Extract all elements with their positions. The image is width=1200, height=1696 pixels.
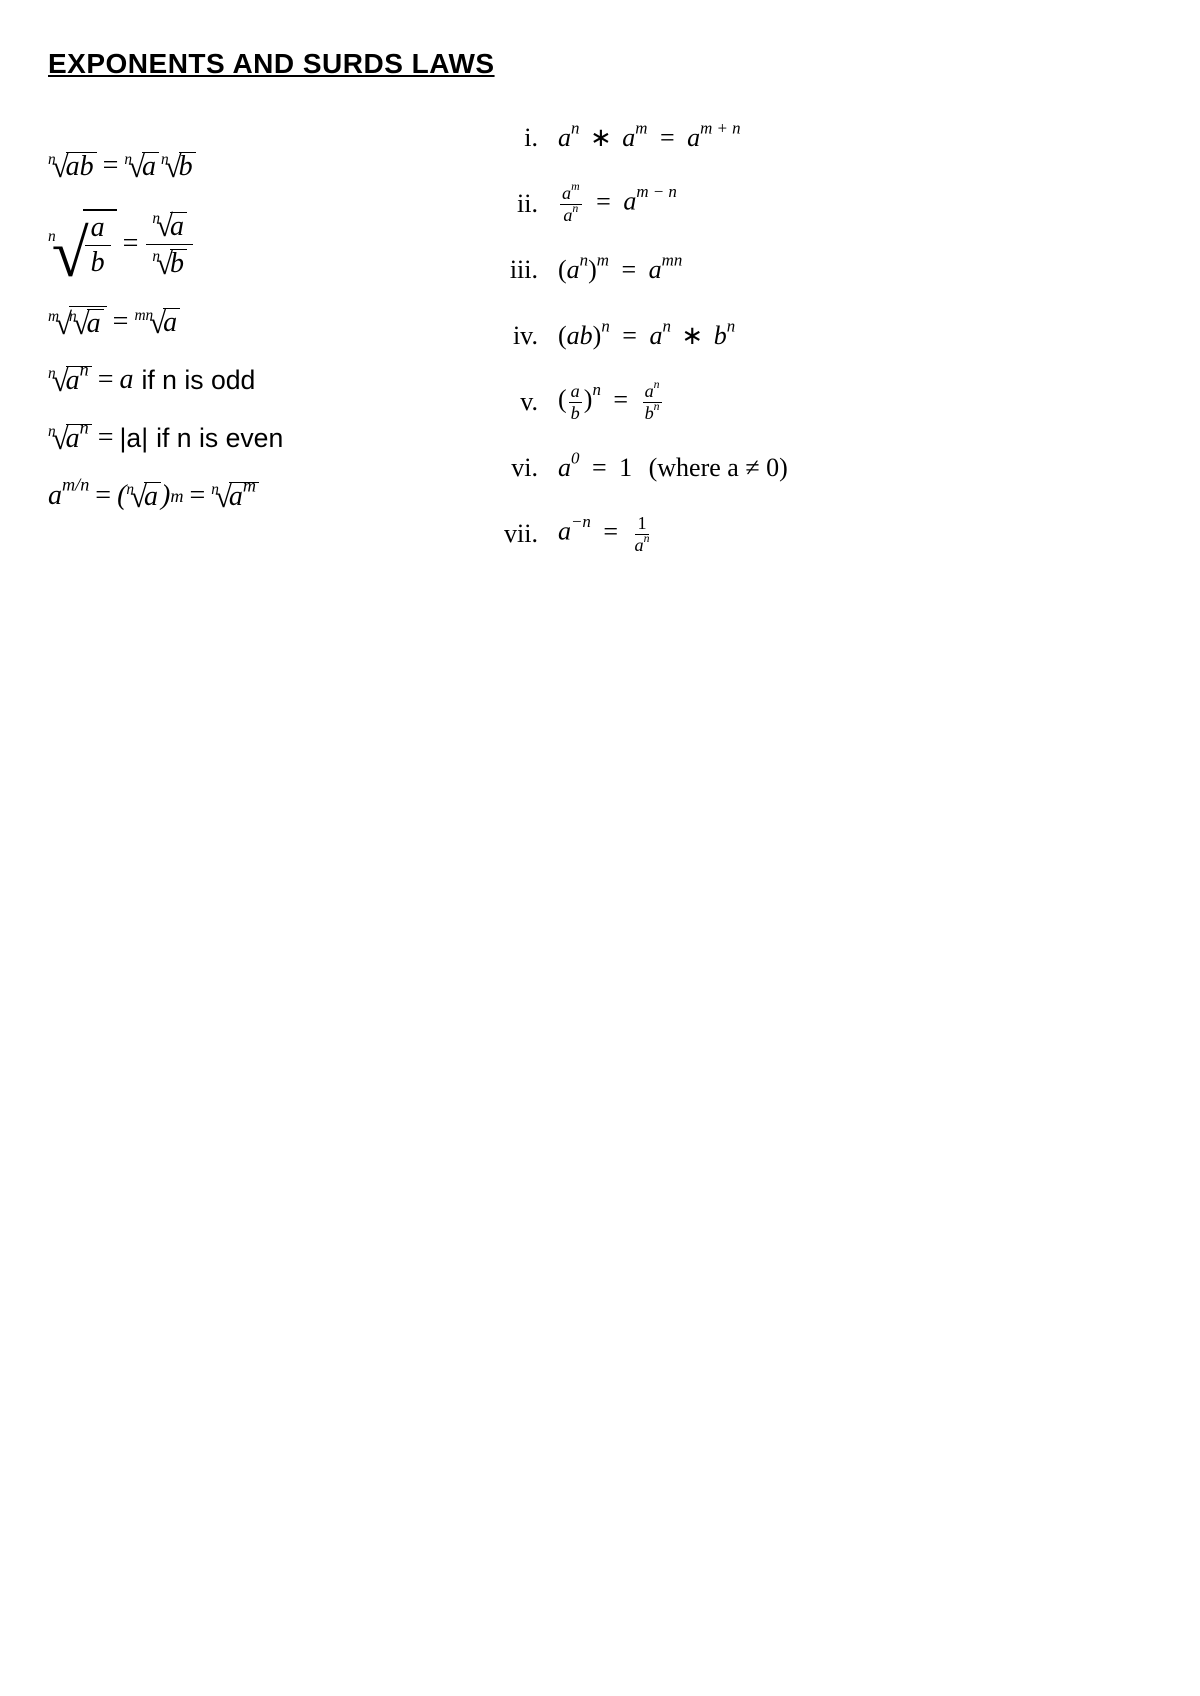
- exp-law-2: ii. am an = am − n: [458, 176, 1152, 232]
- exp-law-7: vii. a−n = 1 an: [458, 506, 1152, 562]
- surd-law-product: n√ab = n√a n√b: [48, 140, 448, 192]
- exp-law-4: iv. (ab)n = an ∗ bn: [458, 308, 1152, 364]
- exponents-column: i. an ∗ am = am + n ii. am an = am − n i…: [458, 110, 1152, 572]
- surd-law-quotient: n√ ab = n√a n√b: [48, 198, 448, 290]
- surd-law-fractional-exponent: am/n = (n√a)m = n√am: [48, 470, 448, 522]
- exp-law-1: i. an ∗ am = am + n: [458, 110, 1152, 166]
- exp-law-5: v. (ab)n = an bn: [458, 374, 1152, 430]
- surds-column: n√ab = n√a n√b n√ ab = n√a n√b m√: [48, 110, 448, 572]
- surd-law-even: n√an = |a| if n is even: [48, 412, 448, 464]
- surd-law-nested: m√ n√a = mn√a: [48, 296, 448, 348]
- formula-columns: n√ab = n√a n√b n√ ab = n√a n√b m√: [48, 110, 1152, 572]
- exp-law-3: iii. (an)m = amn: [458, 242, 1152, 298]
- exp-law-6: vi. a0 = 1 (where a ≠ 0): [458, 440, 1152, 496]
- surd-law-odd: n√an = a if n is odd: [48, 354, 448, 406]
- page-title: EXPONENTS AND SURDS LAWS: [48, 48, 1152, 80]
